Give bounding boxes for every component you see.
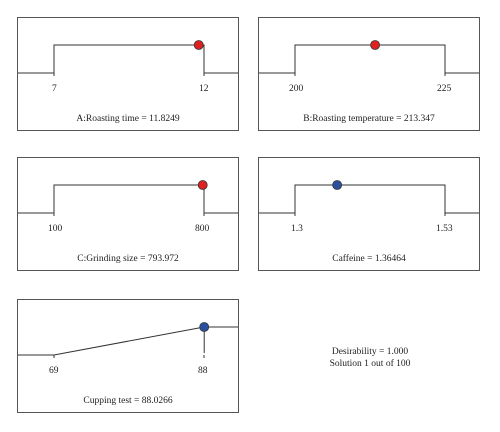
low-label: 1.3 [291,224,303,234]
panel-caption: C:Grinding size = 793.972 [77,254,179,264]
panel-caption: A:Roasting time = 11.8249 [76,114,180,124]
optimum-marker [199,322,210,332]
desirability-curve [259,44,479,74]
high-label: 88 [198,366,208,376]
panel-caption: Cupping test = 88.0266 [83,396,173,406]
desirability-curve [18,326,238,356]
low-label: 7 [52,84,57,94]
optimum-marker [370,40,380,50]
summary-block: Desirability = 1.000 Solution 1 out of 1… [300,346,440,370]
panel-caffeine: 1.3 1.53 Caffeine = 1.36464 [258,157,480,271]
low-label: 69 [49,366,59,376]
low-label: 200 [289,84,304,94]
desirability-curve [18,184,238,214]
desirability-plot-caffeine [259,180,479,216]
desirability-plot-cupping-test [18,322,238,358]
high-label: 1.53 [436,224,453,234]
desirability-curve [259,184,479,214]
desirability-text: Desirability = 1.000 [331,347,409,357]
low-label: 100 [48,224,63,234]
desirability-curve [18,44,238,74]
panel-caption: Caffeine = 1.36464 [332,254,406,264]
panel-roasting-time: 7 12 A:Roasting time = 11.8249 [17,17,239,131]
panel-grinding-size: 100 800 C:Grinding size = 793.972 [17,157,239,271]
desirability-plot-roasting-time [18,40,238,76]
panel-caption: B:Roasting temperature = 213.347 [303,114,435,124]
optimum-marker [332,180,343,190]
solution-text: Solution 1 out of 100 [329,359,411,369]
high-label: 225 [437,84,452,94]
desirability-plot-roasting-temperature [259,40,479,76]
panel-roasting-temperature: 200 225 B:Roasting temperature = 213.347 [258,17,480,131]
high-label: 800 [195,224,210,234]
high-label: 12 [199,84,209,94]
panel-cupping-test: 69 88 Cupping test = 88.0266 [17,299,239,413]
optimum-marker [193,40,204,50]
optimum-marker [197,180,208,190]
desirability-plot-grinding-size [18,180,238,216]
